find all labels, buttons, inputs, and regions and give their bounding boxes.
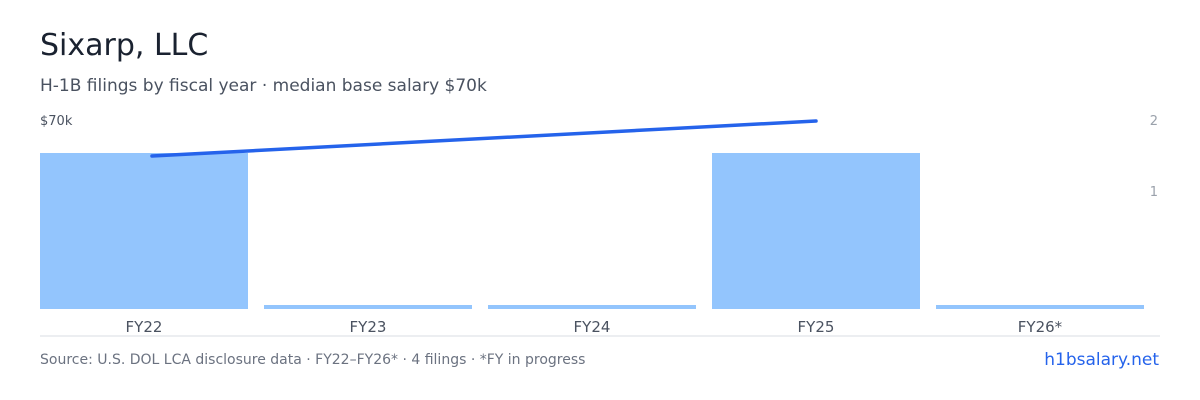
left-axis-label: $70k (40, 114, 73, 129)
x-tick-label: FY23 (350, 318, 387, 336)
chart-subtitle: H-1B filings by fiscal year · median bas… (40, 76, 487, 96)
bar-FY23 (264, 305, 472, 309)
right-axis-tick: 2 (1150, 114, 1158, 129)
salary-line (150, 119, 818, 158)
bar-FY25 (712, 153, 920, 309)
x-tick-label: FY25 (798, 318, 835, 336)
bar-FY26* (936, 305, 1144, 309)
x-tick-label: FY24 (574, 318, 611, 336)
bar-FY22 (40, 153, 248, 309)
source-note: Source: U.S. DOL LCA disclosure data · F… (40, 352, 586, 368)
x-tick-label: FY26* (1018, 318, 1063, 336)
bar-FY24 (488, 305, 696, 309)
chart-title: Sixarp, LLC (40, 28, 209, 63)
x-tick-label: FY22 (126, 318, 163, 336)
right-axis-tick: 1 (1150, 185, 1158, 200)
site-link[interactable]: h1bsalary.net (1044, 350, 1159, 370)
